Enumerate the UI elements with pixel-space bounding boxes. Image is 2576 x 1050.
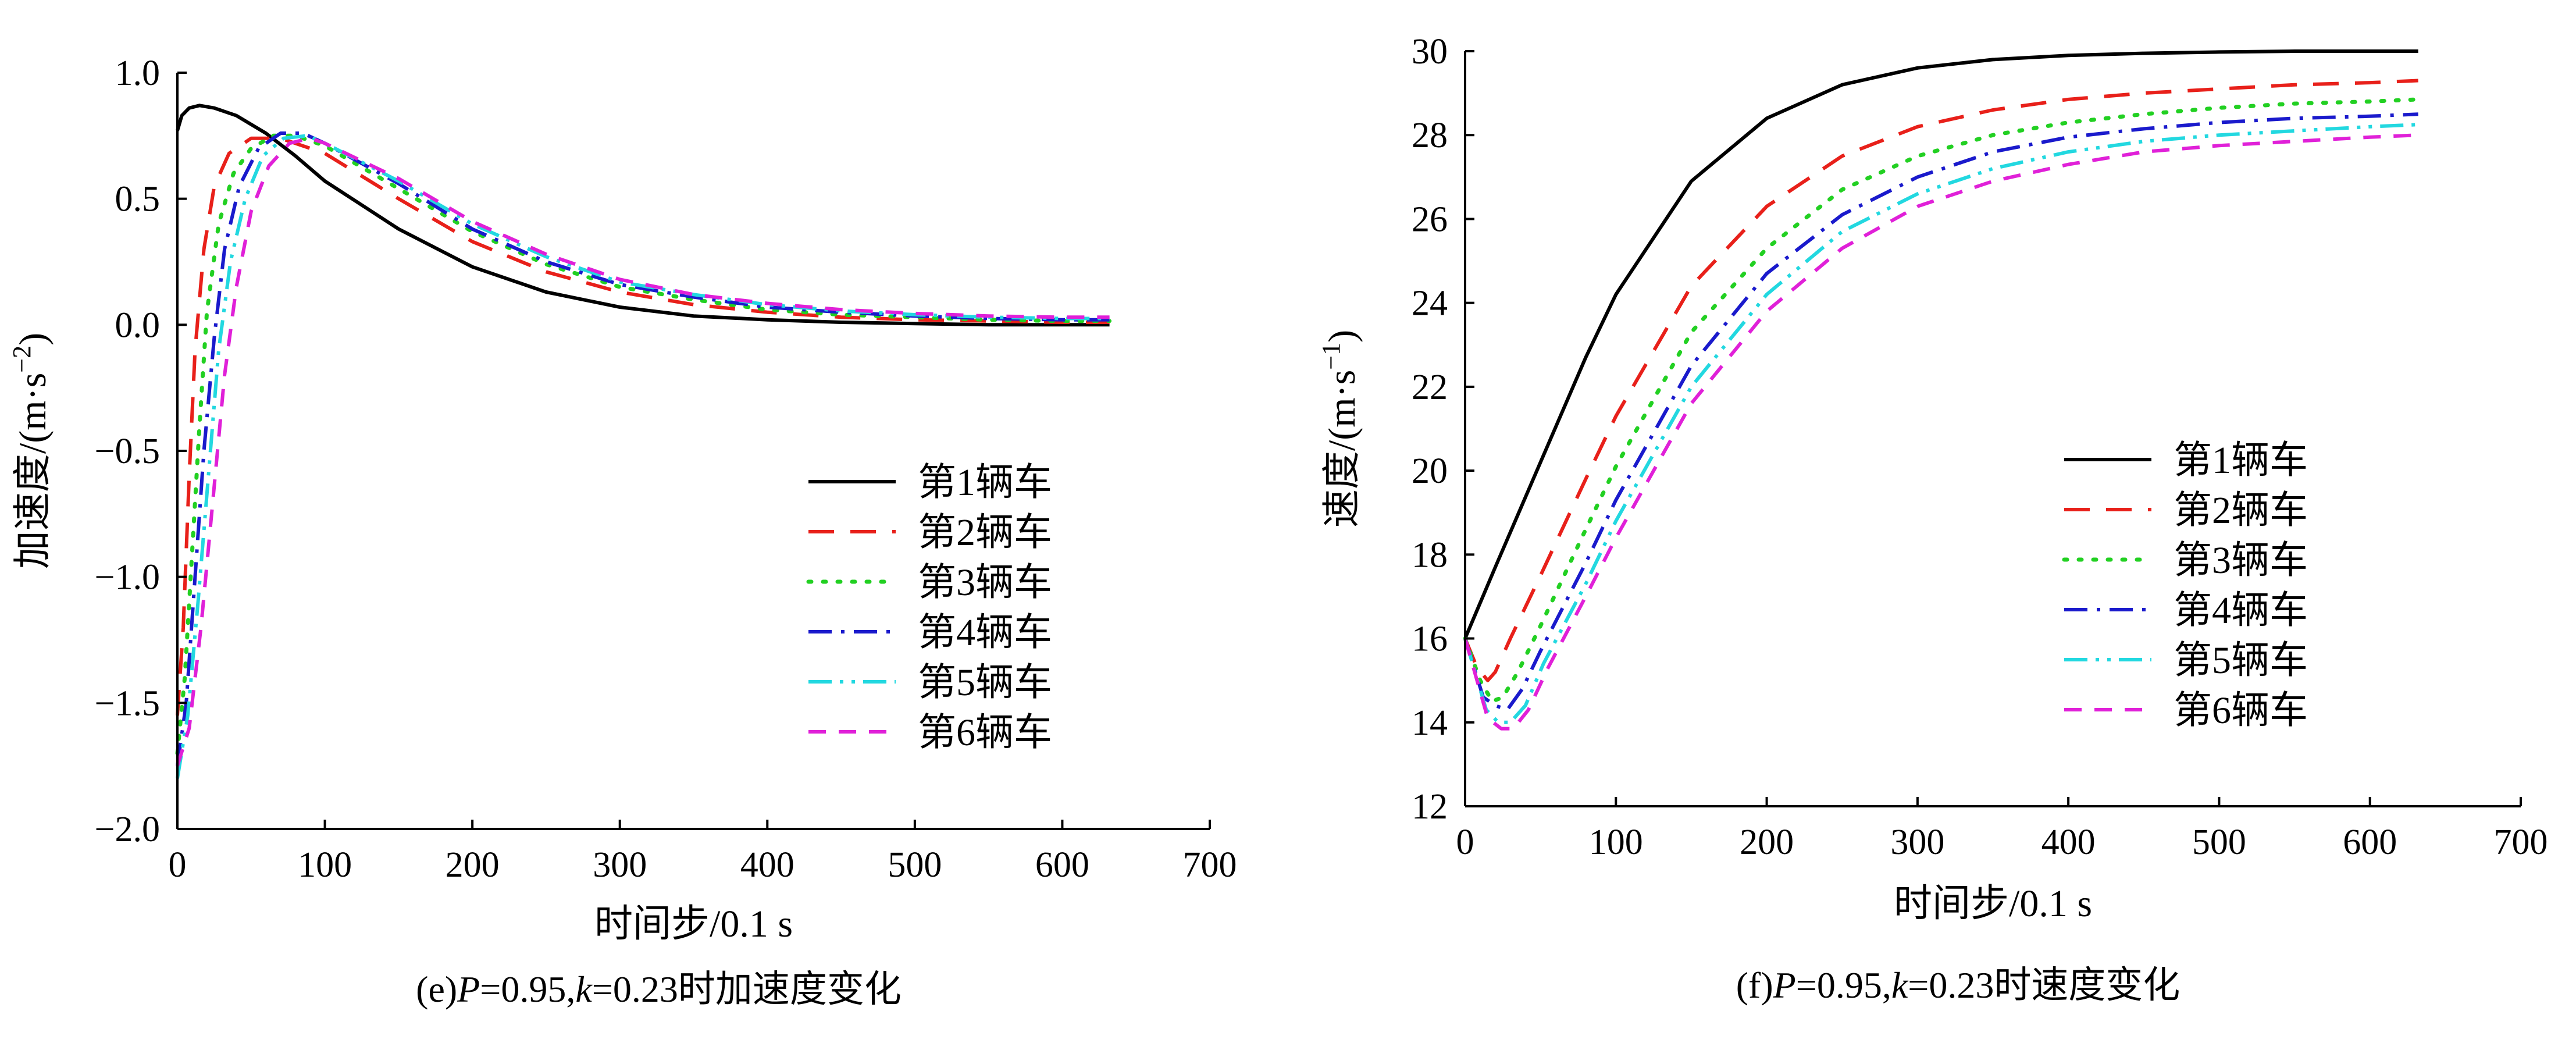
y-axis-title-end: ) — [12, 333, 54, 346]
legend-label-2: 第2辆车 — [2174, 489, 2308, 532]
caption-p: P — [1773, 964, 1796, 1006]
legend-label-3: 第3辆车 — [2174, 539, 2308, 582]
series-line-1 — [176, 104, 1110, 327]
caption-mid: =0.95, — [480, 969, 575, 1010]
series-line-1 — [1463, 49, 2418, 639]
y-tick-label: −1.0 — [95, 558, 160, 597]
y-tick-label: 16 — [1412, 620, 1448, 659]
y-axis-title: 速度/(m·s−1) — [1317, 330, 1363, 528]
y-tick-label: 0.0 — [115, 305, 161, 345]
x-tick-label: 600 — [2343, 823, 2397, 862]
x-tick-label: 400 — [740, 845, 794, 885]
x-tick-label: 300 — [1890, 823, 1944, 862]
legend-label-6: 第6辆车 — [2174, 689, 2308, 732]
caption-prefix: (f) — [1736, 964, 1773, 1006]
y-tick-label: 20 — [1412, 451, 1448, 491]
y-tick-label: −0.5 — [95, 432, 160, 471]
x-tick-label: 500 — [2192, 823, 2246, 862]
caption-suffix: =0.23时速度变化 — [1908, 964, 2180, 1006]
x-tick-label: 0 — [169, 845, 187, 885]
x-tick-label: 200 — [1740, 823, 1794, 862]
caption-mid: =0.95, — [1796, 964, 1891, 1006]
legend-label-6: 第6辆车 — [918, 711, 1052, 754]
y-axis-title-end: ) — [1321, 330, 1363, 343]
y-tick-label: 1.0 — [115, 54, 161, 93]
acceleration-chart-panel: 0 100 200 300 400 500 600 700 1.0 0.5 0.0 −0.5 −1.0 −… — [8, 54, 1237, 1010]
y-tick-label: 24 — [1412, 284, 1448, 323]
y-tick-label: 22 — [1412, 368, 1448, 407]
x-tick-label: 700 — [2494, 823, 2548, 862]
series-line-6 — [1463, 133, 2418, 731]
x-tick-label: 0 — [1456, 823, 1474, 862]
figure-caption: (f)P=0.95,k=0.23时速度变化 — [1736, 964, 2180, 1006]
x-tick-label: 600 — [1035, 845, 1089, 885]
legend-label-4: 第4辆车 — [2174, 589, 2308, 632]
caption-p: P — [457, 969, 480, 1010]
x-tick-label: 500 — [888, 845, 942, 885]
x-tick-label: 100 — [1589, 823, 1643, 862]
y-tick-label: 18 — [1412, 535, 1448, 575]
caption-k: k — [575, 969, 593, 1010]
legend-label-2: 第2辆车 — [918, 511, 1052, 554]
x-tick-label: 300 — [593, 845, 647, 885]
legend-label-5: 第5辆车 — [2174, 639, 2308, 682]
y-tick-label: −1.5 — [95, 684, 160, 723]
y-axis-title-main: 加速度/(m·s — [12, 373, 54, 569]
y-tick-label: −2.0 — [95, 810, 160, 849]
y-tick-label: 30 — [1412, 32, 1448, 72]
x-axis-title: 时间步/0.1 s — [1894, 882, 2092, 925]
x-tick-label: 200 — [446, 845, 500, 885]
legend-label-3: 第3辆车 — [918, 561, 1052, 604]
y-tick-label: 0.5 — [115, 180, 161, 219]
caption-suffix: =0.23时加速度变化 — [592, 969, 902, 1010]
legend-label-4: 第4辆车 — [918, 611, 1052, 654]
legend-label-1: 第1辆车 — [918, 461, 1052, 504]
legend-label-5: 第5辆车 — [918, 661, 1052, 704]
y-axis-title-sup: −1 — [1317, 343, 1345, 370]
y-tick-label: 26 — [1412, 200, 1448, 239]
x-axis-title: 时间步/0.1 s — [594, 903, 793, 945]
series-line-3 — [175, 133, 1112, 756]
series-line-5 — [176, 134, 1110, 779]
series-line-5 — [1463, 123, 2418, 724]
series-line-2 — [176, 136, 1110, 716]
y-axis-title-sup: −2 — [8, 346, 36, 373]
figure-caption: (e)P=0.95,k=0.23时加速度变化 — [416, 969, 902, 1010]
acceleration-chart: 0 100 200 300 400 500 600 700 1.0 0.5 0.0 −0.5 −1.0 −… — [8, 54, 1237, 1010]
legend-label-1: 第1辆车 — [2174, 439, 2308, 482]
x-tick-label: 400 — [2041, 823, 2096, 862]
x-tick-label: 700 — [1183, 845, 1237, 885]
velocity-chart: 0 100 200 300 400 500 600 700 30 28 26 24 22 20 18 16 14… — [1317, 32, 2548, 1006]
velocity-chart-panel: 0 100 200 300 400 500 600 700 30 28 26 24 22 20 18 16 14… — [1288, 0, 2576, 1050]
series-line-2 — [1463, 79, 2418, 682]
series-line-4 — [1463, 112, 2418, 712]
y-tick-label: 12 — [1412, 787, 1448, 827]
y-tick-label: 14 — [1412, 703, 1448, 743]
y-tick-label: 28 — [1412, 116, 1448, 155]
y-axis-title: 加速度/(m·s−2) — [8, 333, 54, 569]
y-axis-title-main: 速度/(m·s — [1321, 370, 1363, 528]
caption-prefix: (e) — [416, 969, 457, 1010]
caption-k: k — [1891, 964, 1909, 1006]
x-tick-label: 100 — [298, 845, 352, 885]
